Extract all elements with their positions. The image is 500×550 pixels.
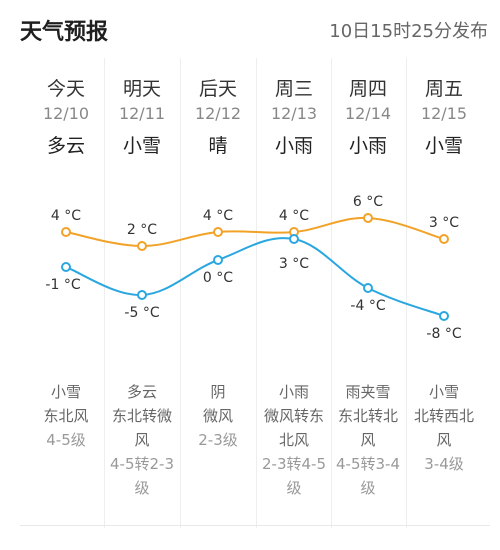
low-temp-point: [213, 255, 223, 265]
high-temp-point: [363, 213, 373, 223]
day-date: 12/10: [42, 104, 90, 123]
column-divider: [406, 58, 407, 528]
wind-level: 4-5级: [46, 431, 86, 449]
forecast-day-column[interactable]: 周三 12/13 小雨 小雨 微风转东 北风 2-3转4-5 级: [257, 0, 332, 550]
wind-direction: 东北转微: [111, 407, 172, 425]
column-divider: [331, 58, 332, 528]
day-weather: 小雪: [424, 135, 463, 157]
high-temp-label: 4 °C: [203, 208, 233, 224]
wind-level: 4-5转2-3: [110, 455, 174, 473]
day-weather: 多云: [46, 135, 85, 157]
wind-level: 级: [286, 479, 302, 497]
night-weather: 多云: [126, 383, 157, 401]
publish-time: 10日15时25分发布: [329, 21, 488, 42]
high-temp-label: 2 °C: [127, 222, 157, 238]
low-temp-label: -8 °C: [426, 326, 461, 342]
night-info: 小雪北转西北风 3-4级: [407, 380, 482, 476]
wind-level: 2-3转4-5: [262, 455, 326, 473]
high-temp-label: 3 °C: [429, 215, 459, 231]
day-weather: 小雨: [274, 135, 313, 157]
day-name: 周四: [348, 78, 387, 100]
night-weather: 小雨: [278, 383, 309, 401]
low-temp-point: [439, 311, 449, 321]
night-info: 多云东北转微风 4-5转2-3 级: [105, 380, 180, 500]
forecast-day-column[interactable]: 周四 12/14 小雨雨夹雪东北转北风 4-5转3-4 级: [331, 0, 406, 550]
wind-level: 2-3级: [198, 431, 238, 449]
forecast-day-column[interactable]: 今天 12/10 多云小雪东北风 4-5级: [29, 0, 104, 550]
bottom-divider: [20, 525, 490, 526]
day-name: 后天: [198, 78, 237, 100]
wind-direction: 北风: [278, 431, 309, 449]
column-divider: [256, 58, 257, 528]
wind-level: 3-4级: [424, 455, 464, 473]
high-temp-label: 4 °C: [51, 208, 81, 224]
night-info: 小雨微风转东北风 2-3转4-5 级: [257, 380, 332, 500]
low-temp-point: [61, 262, 71, 272]
day-weather: 晴: [208, 135, 228, 157]
night-info: 小雪东北风 4-5级: [29, 380, 104, 452]
wind-direction: 北转西北: [413, 407, 474, 425]
day-date: 12/12: [194, 104, 242, 123]
night-info: 阴微风 2-3级: [181, 380, 256, 452]
night-weather: 小雪: [50, 383, 81, 401]
column-divider: [104, 58, 105, 528]
low-temp-point: [137, 290, 147, 300]
high-temp-label: 6 °C: [353, 194, 383, 210]
wind-direction: 风: [360, 431, 376, 449]
day-date: 12/14: [344, 104, 392, 123]
day-date: 12/13: [270, 104, 318, 123]
night-info: 雨夹雪东北转北风 4-5转3-4 级: [331, 380, 406, 500]
low-temp-label: -5 °C: [124, 305, 159, 321]
low-temp-label: 3 °C: [279, 256, 309, 272]
low-temp-label: -4 °C: [350, 298, 385, 314]
forecast-day-column[interactable]: 明天 12/11 小雪多云东北转微风 4-5转2-3 级: [105, 0, 180, 550]
header: 天气预报 10日15时25分发布: [0, 0, 500, 56]
day-weather: 小雨: [348, 135, 387, 157]
wind-direction: 微风: [202, 407, 233, 425]
day-date: 12/11: [118, 104, 166, 123]
wind-level: 4-5转3-4: [336, 455, 400, 473]
high-temp-line: [65, 216, 445, 248]
wind-direction: 东北风: [43, 407, 89, 425]
day-name: 周三: [274, 78, 313, 100]
day-name: 周五: [424, 78, 463, 100]
wind-direction: 风: [436, 431, 452, 449]
wind-direction: 微风转东: [263, 407, 324, 425]
night-weather: 阴: [210, 383, 226, 401]
day-name: 今天: [46, 78, 85, 100]
wind-level: 级: [360, 479, 376, 497]
day-date: 12/15: [420, 104, 468, 123]
low-temp-label: -1 °C: [45, 277, 80, 293]
forecast-day-column[interactable]: 周五 12/15 小雪 小雪 北转西北风 3-4级: [407, 0, 482, 550]
day-weather: 小雪: [122, 135, 161, 157]
column-divider: [180, 58, 181, 528]
low-temp-point: [289, 234, 299, 244]
page-title: 天气预报: [20, 20, 109, 45]
high-temp-point: [61, 227, 71, 237]
wind-level: 级: [134, 479, 150, 497]
low-temp-line: [65, 237, 445, 317]
wind-direction: 东北转北: [337, 407, 398, 425]
forecast-day-column[interactable]: 后天 12/12 晴阴微风 2-3级: [181, 0, 256, 550]
night-weather: 小雪: [428, 383, 459, 401]
low-temp-label: 0 °C: [203, 270, 233, 286]
day-name: 明天: [122, 78, 161, 100]
high-temp-point: [439, 234, 449, 244]
night-weather: 雨夹雪: [345, 383, 391, 401]
high-temp-label: 4 °C: [279, 208, 309, 224]
wind-direction: 风: [134, 431, 150, 449]
high-temp-point: [213, 227, 223, 237]
low-temp-point: [363, 283, 373, 293]
high-temp-point: [137, 241, 147, 251]
